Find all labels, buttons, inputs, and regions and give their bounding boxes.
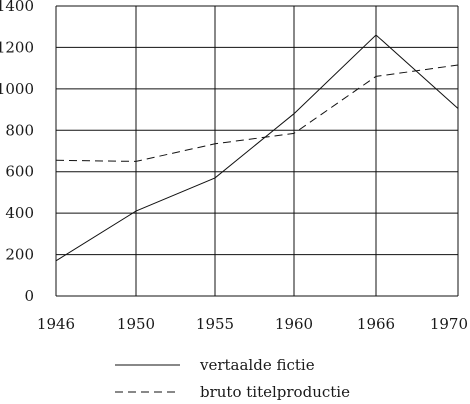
data-point	[457, 107, 460, 110]
data-point	[293, 132, 296, 135]
data-point	[375, 34, 378, 37]
data-point	[135, 160, 138, 163]
y-tick-label: 1000	[0, 80, 34, 98]
legend-label: vertaalde fictie	[199, 356, 315, 374]
data-point	[375, 75, 378, 78]
x-tick-label: 1966	[357, 315, 395, 333]
legend-label: bruto titelproductie	[200, 383, 350, 401]
y-tick-label: 600	[5, 163, 34, 181]
series-line-1	[55, 34, 459, 262]
x-tick-label: 1946	[37, 315, 75, 333]
x-tick-label: 1960	[275, 315, 313, 333]
x-axis-tick-labels: 1946 1950 1955 1960 1966 1970	[37, 315, 468, 333]
data-point	[214, 176, 217, 179]
data-point	[55, 159, 58, 162]
data-point	[135, 210, 138, 213]
x-tick-label: 1955	[196, 315, 234, 333]
y-tick-label: 0	[24, 287, 34, 305]
data-point	[214, 142, 217, 145]
series-line-2	[55, 64, 459, 162]
x-tick-label: 1950	[117, 315, 155, 333]
data-point	[293, 112, 296, 115]
y-tick-label: 800	[5, 121, 34, 139]
y-tick-label: 1400	[0, 0, 34, 15]
chart-legend: vertaalde fictie bruto titelproductie	[115, 356, 350, 401]
y-tick-label: 200	[5, 246, 34, 264]
chart-grid	[55, 5, 459, 297]
data-point	[55, 259, 58, 262]
y-axis-tick-labels: 0 200 400 600 800 1000 1200 1400	[0, 0, 34, 305]
chart-series	[55, 34, 460, 262]
x-tick-label: 1970	[430, 315, 468, 333]
data-point	[457, 64, 460, 67]
y-tick-label: 1200	[0, 38, 34, 56]
y-tick-label: 400	[5, 204, 34, 222]
